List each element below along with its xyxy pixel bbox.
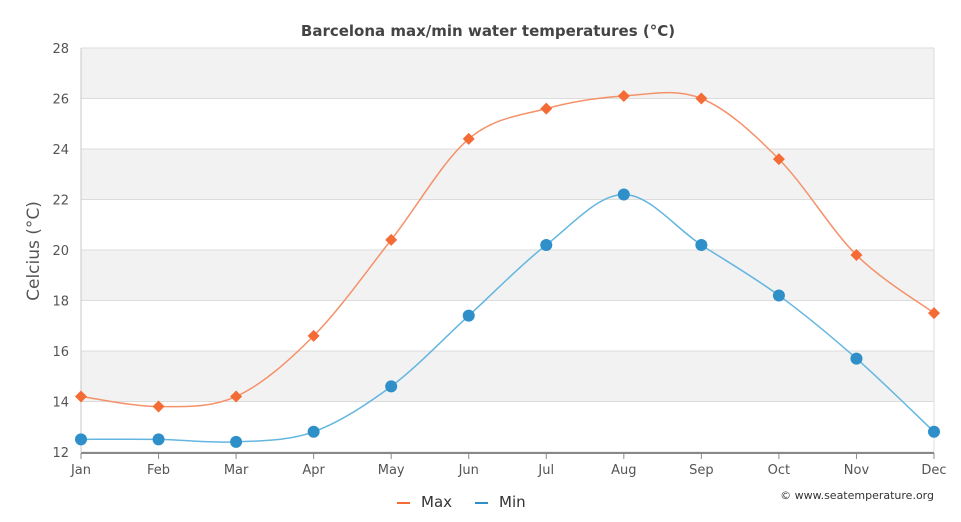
y-tick-label: 28 <box>52 42 69 57</box>
data-point-min <box>850 352 863 365</box>
x-tick-label: Nov <box>844 463 870 478</box>
y-tick-label: 12 <box>52 446 69 461</box>
y-tick-label: 22 <box>52 194 69 209</box>
x-tick-label: Apr <box>302 463 325 478</box>
data-point-max <box>307 329 320 342</box>
series-markers <box>75 89 940 448</box>
data-point-min <box>772 289 785 302</box>
data-point-min <box>695 238 708 251</box>
data-point-min <box>152 433 165 446</box>
data-point-max <box>152 400 165 413</box>
data-point-max <box>850 249 863 262</box>
y-tick-label: 24 <box>52 143 69 158</box>
x-tick-label: Dec <box>921 463 946 478</box>
x-tick-label: May <box>378 463 405 478</box>
data-point-min <box>540 238 553 251</box>
y-axis-label: Celcius (°C) <box>24 201 44 301</box>
data-point-min <box>928 425 940 438</box>
data-point-max <box>617 89 630 102</box>
x-tick-label: Jul <box>537 463 554 478</box>
y-tick-label: 18 <box>52 295 69 310</box>
legend-label-max: Max <box>421 493 452 511</box>
legend: Max Min <box>397 493 526 511</box>
x-tick-label: Sep <box>689 463 714 478</box>
y-tick-label: 14 <box>52 396 69 411</box>
x-tick-label: Jun <box>458 463 479 478</box>
x-tick-label: Aug <box>611 463 636 478</box>
axes <box>80 48 935 454</box>
data-point-min <box>617 188 630 201</box>
data-point-min <box>385 380 398 393</box>
data-point-min <box>75 433 87 446</box>
grid-band <box>81 48 934 99</box>
data-point-min <box>307 425 320 438</box>
data-point-max <box>540 102 553 115</box>
credit-text: © www.seatemperature.org <box>780 489 934 502</box>
data-point-min <box>230 435 243 448</box>
data-point-max <box>462 132 475 145</box>
grid-band <box>81 351 934 402</box>
grid-band <box>81 250 934 301</box>
x-tick-labels: Jan Feb Mar Apr May Jun Jul Aug Sep Oct Nov Dec <box>70 453 947 478</box>
grid-bands <box>81 48 934 402</box>
y-tick-label: 26 <box>52 93 69 108</box>
data-point-max <box>695 92 708 105</box>
x-tick-label: Feb <box>147 463 170 478</box>
data-point-max <box>75 390 87 403</box>
data-point-max <box>772 153 785 166</box>
data-point-min <box>462 309 475 322</box>
chart-title: Barcelona max/min water temperatures (°C… <box>301 22 675 40</box>
x-tick-label: Mar <box>224 463 249 478</box>
data-point-max <box>230 390 243 403</box>
y-tick-label: 20 <box>52 244 69 259</box>
data-point-max <box>928 307 940 320</box>
data-point-max <box>385 233 398 246</box>
x-tick-label: Jan <box>70 463 91 478</box>
y-tick-labels: 12 14 16 18 20 22 24 26 28 <box>52 42 69 461</box>
x-tick-label: Oct <box>768 463 790 478</box>
legend-label-min: Min <box>499 493 526 511</box>
y-tick-label: 16 <box>52 345 69 360</box>
